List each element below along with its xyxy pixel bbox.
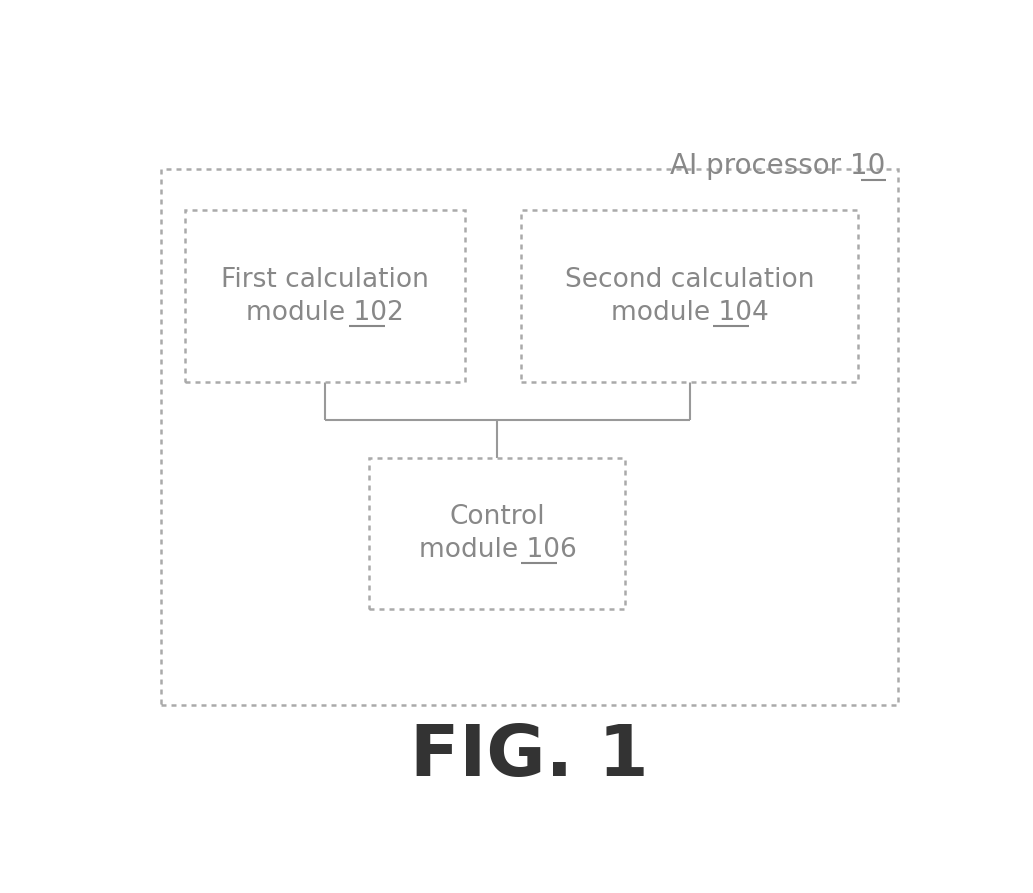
FancyBboxPatch shape [185, 211, 466, 382]
Text: module 102: module 102 [247, 299, 404, 326]
Text: First calculation: First calculation [221, 267, 429, 293]
Text: AI processor 10: AI processor 10 [670, 152, 885, 179]
FancyBboxPatch shape [522, 211, 857, 382]
FancyBboxPatch shape [370, 458, 626, 609]
Text: module 106: module 106 [418, 537, 576, 563]
Text: FIG. 1: FIG. 1 [410, 722, 649, 791]
Text: Control: Control [449, 505, 545, 530]
Text: module 104: module 104 [611, 299, 769, 326]
Text: Second calculation: Second calculation [565, 267, 814, 293]
FancyBboxPatch shape [161, 169, 898, 705]
